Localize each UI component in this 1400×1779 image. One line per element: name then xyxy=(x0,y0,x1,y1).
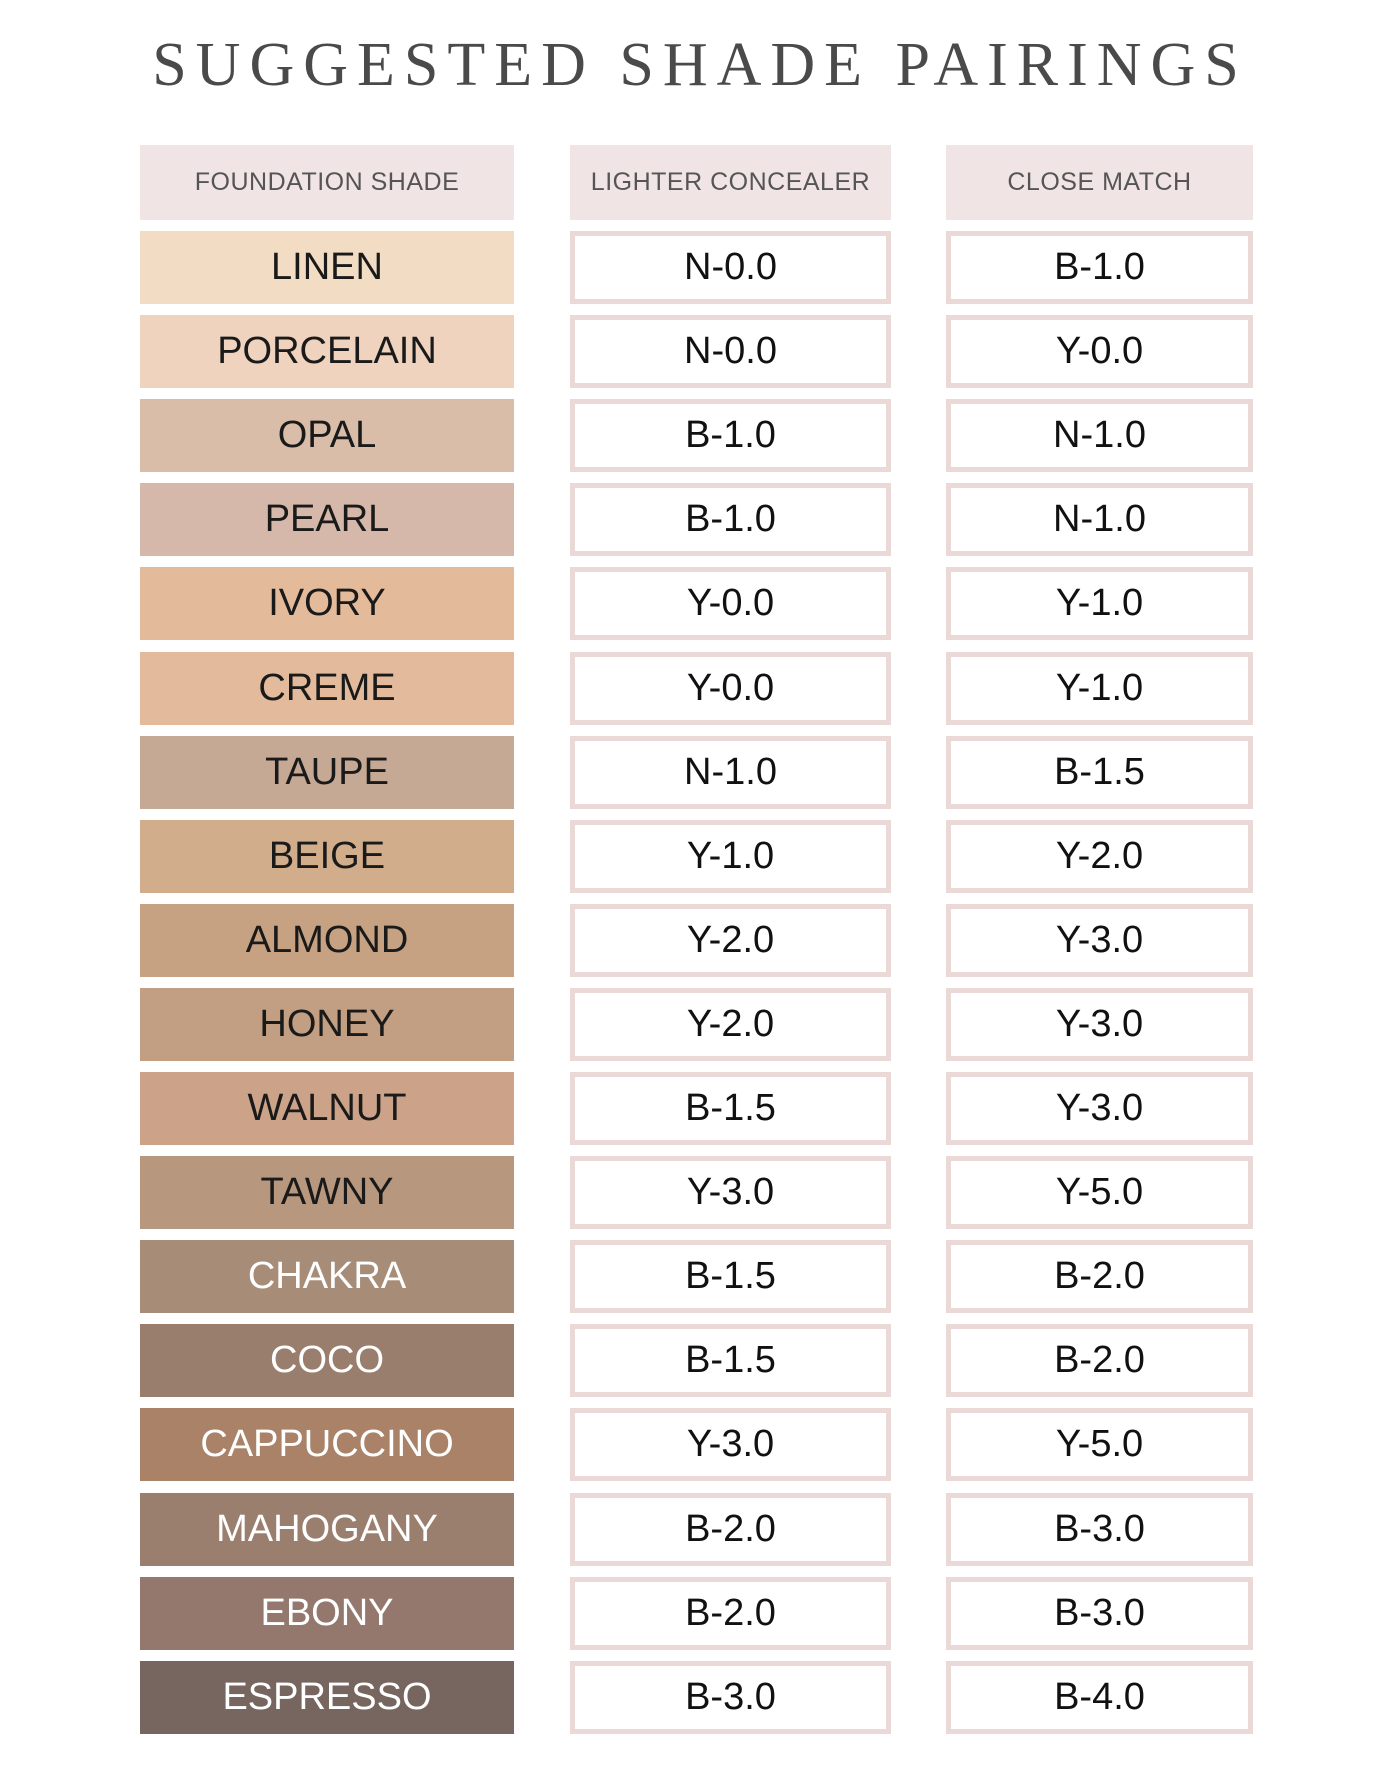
lighter-concealer-cell: B-1.5 xyxy=(570,1324,891,1398)
foundation-shade-swatch: BEIGE xyxy=(140,819,514,893)
foundation-shade-swatch: ALMOND xyxy=(140,903,514,977)
lighter-concealer-cell: N-0.0 xyxy=(570,231,891,304)
foundation-shade-swatch: PEARL xyxy=(140,483,514,557)
header-close-match: CLOSE MATCH xyxy=(946,145,1253,220)
close-match-cell: Y-0.0 xyxy=(946,315,1253,389)
close-match-cell: Y-5.0 xyxy=(946,1408,1253,1482)
close-match-cell: Y-3.0 xyxy=(946,1072,1253,1145)
close-match-cell: Y-1.0 xyxy=(946,651,1253,725)
page-title: SUGGESTED SHADE PAIRINGS xyxy=(152,31,1248,99)
lighter-concealer-cell: B-1.0 xyxy=(570,399,891,473)
lighter-concealer-cell: B-1.0 xyxy=(570,483,891,557)
foundation-shade-swatch: IVORY xyxy=(140,567,514,641)
close-match-cell: B-1.5 xyxy=(946,735,1253,809)
header-foundation-shade: FOUNDATION SHADE xyxy=(140,145,514,220)
lighter-concealer-cell: B-2.0 xyxy=(570,1576,891,1650)
close-match-cell: B-3.0 xyxy=(946,1576,1253,1650)
foundation-shade-swatch: PORCELAIN xyxy=(140,315,514,389)
lighter-concealer-cell: Y-3.0 xyxy=(570,1408,891,1482)
lighter-concealer-cell: N-0.0 xyxy=(570,315,891,389)
foundation-shade-swatch: HONEY xyxy=(140,987,514,1061)
lighter-concealer-cell: B-1.5 xyxy=(570,1072,891,1145)
lighter-concealer-cell: Y-0.0 xyxy=(570,567,891,641)
close-match-cell: Y-5.0 xyxy=(946,1156,1253,1230)
foundation-shade-swatch: EBONY xyxy=(140,1576,514,1650)
foundation-shade-swatch: OPAL xyxy=(140,399,514,473)
close-match-cell: N-1.0 xyxy=(946,399,1253,473)
close-match-cell: Y-3.0 xyxy=(946,903,1253,977)
lighter-concealer-cell: Y-2.0 xyxy=(570,987,891,1061)
close-match-cell: Y-3.0 xyxy=(946,987,1253,1061)
close-match-cell: B-4.0 xyxy=(946,1660,1253,1734)
foundation-shade-swatch: TAWNY xyxy=(140,1156,514,1230)
foundation-shade-swatch: WALNUT xyxy=(140,1072,514,1145)
foundation-shade-swatch: LINEN xyxy=(140,231,514,304)
close-match-cell: Y-2.0 xyxy=(946,819,1253,893)
close-match-cell: B-2.0 xyxy=(946,1240,1253,1314)
foundation-shade-swatch: CAPPUCCINO xyxy=(140,1408,514,1482)
lighter-concealer-cell: B-1.5 xyxy=(570,1240,891,1314)
lighter-concealer-cell: Y-0.0 xyxy=(570,651,891,725)
header-lighter-concealer: LIGHTER CONCEALER xyxy=(570,145,891,220)
close-match-cell: Y-1.0 xyxy=(946,567,1253,641)
lighter-concealer-cell: B-2.0 xyxy=(570,1492,891,1566)
foundation-shade-swatch: CREME xyxy=(140,651,514,725)
lighter-concealer-cell: Y-3.0 xyxy=(570,1156,891,1230)
close-match-cell: B-1.0 xyxy=(946,231,1253,304)
lighter-concealer-cell: Y-1.0 xyxy=(570,819,891,893)
foundation-shade-swatch: TAUPE xyxy=(140,735,514,809)
foundation-shade-swatch: CHAKRA xyxy=(140,1240,514,1314)
close-match-cell: B-3.0 xyxy=(946,1492,1253,1566)
foundation-shade-swatch: MAHOGANY xyxy=(140,1492,514,1566)
lighter-concealer-cell: B-3.0 xyxy=(570,1660,891,1734)
close-match-cell: B-2.0 xyxy=(946,1324,1253,1398)
foundation-shade-swatch: COCO xyxy=(140,1324,514,1398)
lighter-concealer-cell: Y-2.0 xyxy=(570,903,891,977)
lighter-concealer-cell: N-1.0 xyxy=(570,735,891,809)
foundation-shade-swatch: ESPRESSO xyxy=(140,1660,514,1734)
close-match-cell: N-1.0 xyxy=(946,483,1253,557)
